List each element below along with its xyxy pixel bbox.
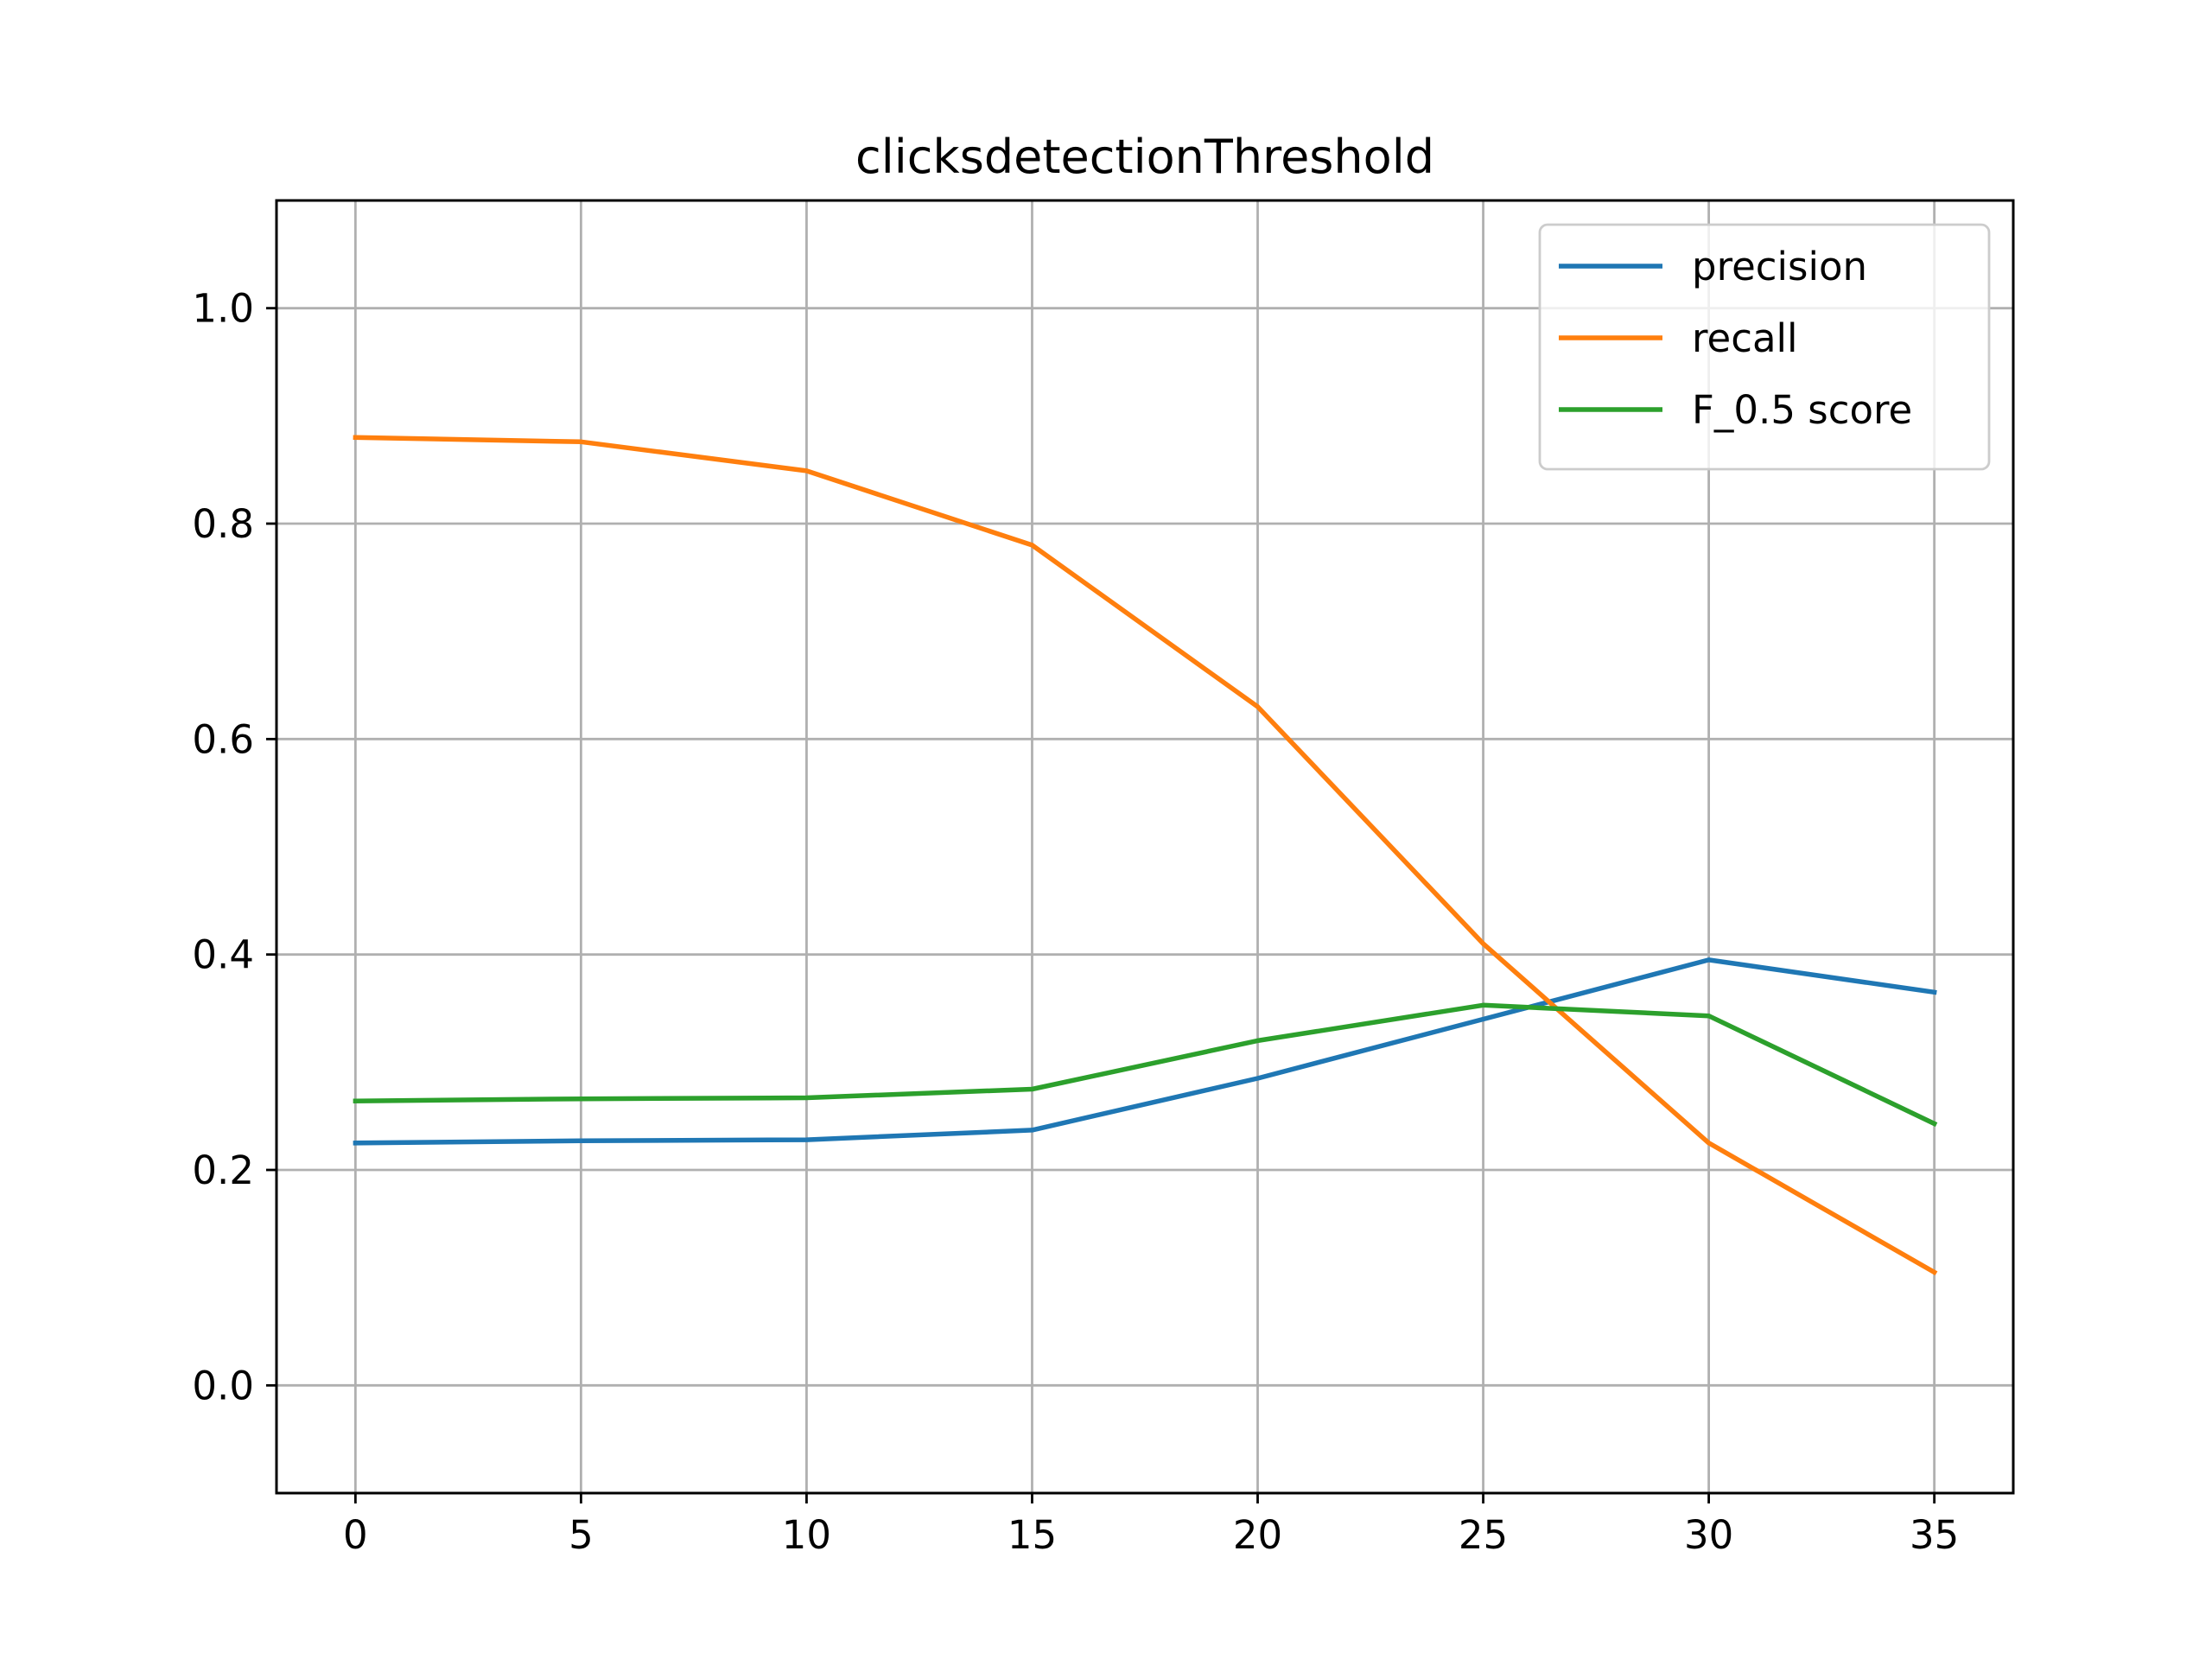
axis-ticks: 0 5 10 15 20 25 30 35 0.0 0.2 0.4 0.6 0.8 1.0	[192, 286, 1959, 1558]
y-tick-label: 1.0	[192, 286, 254, 332]
x-tick-label: 0	[343, 1512, 368, 1558]
x-tick-label: 35	[1910, 1512, 1959, 1558]
plot-frame	[275, 199, 2015, 1495]
legend-label: F_0.5 score	[1692, 387, 1912, 433]
y-tick-label: 0.4	[192, 932, 254, 978]
x-tick-label: 5	[569, 1512, 594, 1558]
x-tick-label: 20	[1233, 1512, 1282, 1558]
legend: precision recall F_0.5 score	[1538, 223, 1991, 471]
series-line-precision	[353, 957, 1937, 1146]
y-tick-label: 0.6	[192, 716, 254, 762]
series-line-f-0-5-score	[353, 1002, 1938, 1128]
legend-label: precision	[1692, 244, 1867, 289]
x-tick-label: 25	[1459, 1512, 1508, 1558]
x-tick-label: 15	[1007, 1512, 1057, 1558]
series-lines	[353, 435, 1938, 1276]
x-tick-label: 10	[782, 1512, 831, 1558]
y-tick-label: 0.0	[192, 1363, 254, 1408]
y-tick-label: 0.2	[192, 1147, 254, 1193]
legend-label: recall	[1692, 315, 1798, 361]
y-tick-label: 0.8	[192, 501, 254, 547]
series-line-recall	[353, 435, 1938, 1276]
chart-title: clicksdetectionThreshold	[855, 130, 1434, 184]
x-tick-label: 30	[1684, 1512, 1733, 1558]
